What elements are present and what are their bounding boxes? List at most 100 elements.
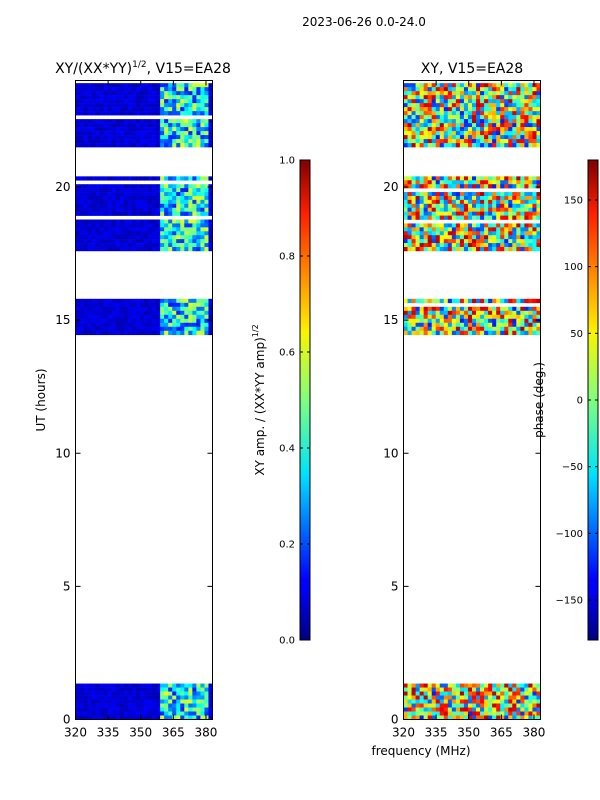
heatmap-cell xyxy=(407,211,412,216)
heatmap-cell xyxy=(415,127,421,132)
heatmap-cell xyxy=(172,111,177,116)
heatmap-cell xyxy=(75,711,80,716)
heatmap-cell xyxy=(75,123,80,128)
heatmap-cell xyxy=(200,211,205,216)
heatmap-cell xyxy=(463,95,469,100)
heatmap-cell xyxy=(463,180,469,185)
heatmap-cell xyxy=(500,115,505,120)
heatmap-cell xyxy=(192,223,197,228)
heatmap-cell xyxy=(403,215,408,220)
heatmap-cell xyxy=(504,239,509,244)
heatmap-cell xyxy=(415,243,421,248)
heatmap-cell xyxy=(407,322,412,328)
heatmap-cell xyxy=(484,246,489,252)
heatmap-cell xyxy=(156,123,161,128)
heatmap-cell xyxy=(156,207,161,212)
heatmap-cell xyxy=(103,246,109,252)
heatmap-cell xyxy=(119,235,125,240)
heatmap-cell xyxy=(208,131,213,136)
heatmap-cell xyxy=(504,215,509,220)
heatmap-cell xyxy=(160,87,165,92)
heatmap-cell xyxy=(131,695,137,700)
heatmap-cell xyxy=(476,235,481,240)
heatmap-cell xyxy=(103,326,109,332)
heatmap-cell xyxy=(419,306,425,312)
heatmap-cell xyxy=(536,695,541,700)
heatmap-cell xyxy=(99,246,105,252)
heatmap-cell xyxy=(79,695,84,700)
heatmap-cell xyxy=(83,195,88,201)
heatmap-cell xyxy=(407,91,412,96)
heatmap-cell xyxy=(204,715,209,720)
heatmap-cell xyxy=(484,184,489,189)
heatmap-cell xyxy=(168,322,173,328)
heatmap-cell xyxy=(467,119,473,124)
heatmap-cell xyxy=(403,199,408,205)
heatmap-cell xyxy=(447,246,453,252)
heatmap-cell xyxy=(463,107,469,112)
heatmap-cell xyxy=(516,143,521,148)
heatmap-cell xyxy=(467,180,473,185)
heatmap-cell xyxy=(184,123,189,128)
heatmap-cell xyxy=(95,111,101,116)
heatmap-cell xyxy=(459,699,465,704)
heatmap-cell xyxy=(419,703,425,708)
heatmap-cell xyxy=(407,143,412,148)
heatmap-cell xyxy=(87,192,93,197)
heatmap-cell xyxy=(172,318,177,324)
heatmap-cell xyxy=(411,243,416,248)
heatmap-cell xyxy=(407,711,412,716)
heatmap-cell xyxy=(516,131,521,136)
heatmap-cell xyxy=(87,207,93,212)
heatmap-cell xyxy=(139,211,145,216)
heatmap-cell xyxy=(95,176,101,181)
heatmap-cell xyxy=(196,203,201,209)
heatmap-cell xyxy=(496,87,501,92)
heatmap-cell xyxy=(528,95,533,100)
heatmap-cell xyxy=(431,131,437,136)
heatmap-cell xyxy=(172,176,177,181)
heatmap-cell xyxy=(152,239,157,244)
heatmap-cell xyxy=(447,207,453,212)
heatmap-cell xyxy=(148,143,153,148)
heatmap-cell xyxy=(115,111,121,116)
heatmap-cell xyxy=(407,246,412,252)
heatmap-cell xyxy=(176,314,181,320)
heatmap-cell xyxy=(451,314,457,320)
heatmap-cell xyxy=(532,314,537,320)
heatmap-cell xyxy=(111,243,117,248)
heatmap-cell xyxy=(184,330,189,336)
heatmap-cell xyxy=(476,115,481,120)
heatmap-cell xyxy=(407,115,412,120)
y-tick-label: 15 xyxy=(55,313,70,327)
heatmap-cell xyxy=(184,203,189,209)
heatmap-cell xyxy=(447,135,453,140)
heatmap-cell xyxy=(123,119,129,124)
heatmap-cell xyxy=(512,207,517,212)
heatmap-cell xyxy=(520,107,525,112)
heatmap-cell xyxy=(415,306,421,312)
heatmap-cell xyxy=(403,143,408,148)
heatmap-cell xyxy=(480,715,485,720)
heatmap-cell xyxy=(403,243,408,248)
heatmap-cell xyxy=(472,715,477,720)
heatmap-cell xyxy=(459,211,465,216)
heatmap-cell xyxy=(127,139,133,144)
heatmap-cell xyxy=(459,139,465,144)
heatmap-cell xyxy=(79,219,84,224)
heatmap-cell xyxy=(423,715,429,720)
heatmap-cell xyxy=(528,135,533,140)
heatmap-cell xyxy=(403,306,408,312)
heatmap-cell xyxy=(208,223,213,228)
heatmap-cell xyxy=(496,211,501,216)
heatmap-cell xyxy=(508,306,513,312)
heatmap-cell xyxy=(91,243,97,248)
heatmap-cell xyxy=(536,691,541,696)
heatmap-cell xyxy=(192,192,197,197)
heatmap-cell xyxy=(148,123,153,128)
heatmap-cell xyxy=(79,123,84,128)
heatmap-cell xyxy=(516,107,521,112)
heatmap-cell xyxy=(192,310,197,316)
heatmap-cell xyxy=(472,683,477,688)
heatmap-cell xyxy=(180,707,185,712)
